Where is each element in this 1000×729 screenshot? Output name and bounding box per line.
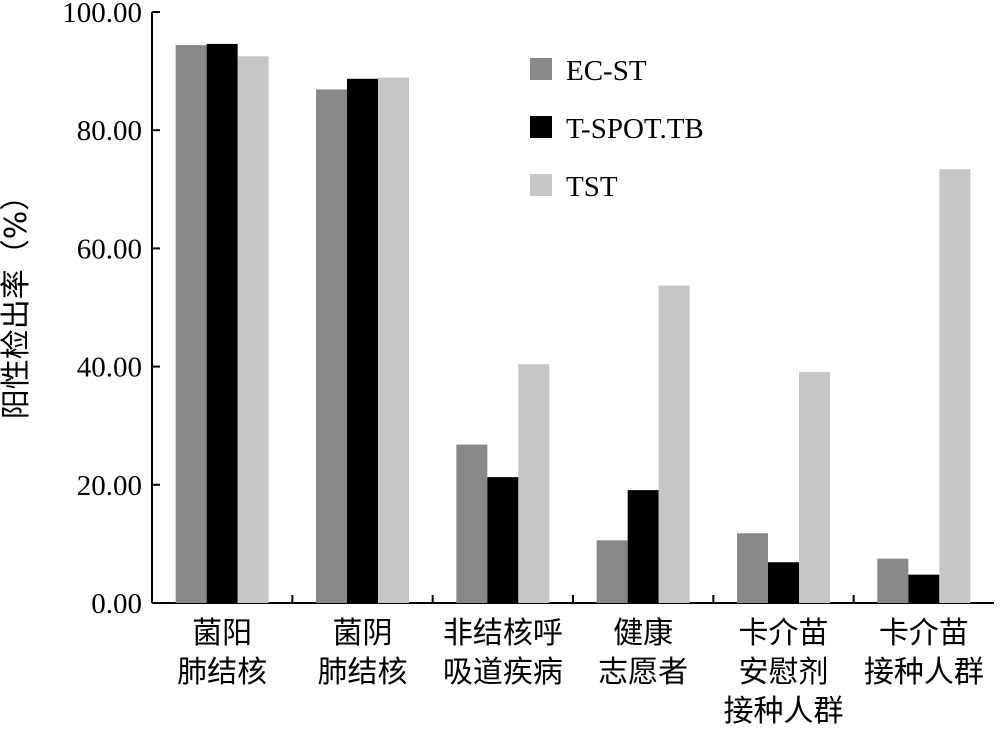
bar-ec-st-1 [316,89,347,603]
bar-tst-4 [799,371,830,603]
bar-tst-0 [237,56,269,603]
bar-t-spot-tb-2 [487,477,519,603]
y-axis: 0.00 20.00 40.00 60.00 80.00 100.00 [62,0,160,620]
y-tick-label: 40.00 [77,352,142,384]
y-tick-label: 100.00 [62,0,142,29]
bar-t-spot-tb-0 [206,43,238,603]
category-label: 菌阴 [333,616,393,651]
y-axis-label: 阳性检出率（%） [0,181,34,420]
y-tick-label: 0.00 [91,588,142,620]
bar-t-spot-tb-1 [347,78,378,603]
legend: EC-ST T-SPOT.TB TST [530,55,704,203]
legend-label: T-SPOT.TB [566,113,704,145]
legend-label: EC-ST [566,55,647,87]
bar-ec-st-5 [877,558,909,603]
bar-t-spot-tb-4 [768,562,799,603]
bars [175,43,971,603]
y-tick-label: 20.00 [77,470,142,502]
bar-ec-st-2 [456,444,488,603]
category-label: 接种人群 [724,694,844,729]
legend-swatch [530,116,552,138]
category-label: 安慰剂 [739,655,829,690]
x-axis [152,595,994,604]
category-label: 卡介苗 [739,616,829,651]
bar-ec-st-0 [175,45,207,603]
bar-ec-st-4 [737,533,768,603]
y-tick-label: 60.00 [77,233,142,265]
legend-swatch [530,58,552,80]
category-label: 菌阳 [192,616,252,651]
category-label: 健康 [613,616,673,651]
category-label: 卡介苗 [879,616,969,651]
bar-ec-st-3 [596,540,628,603]
category-label: 志愿者 [598,655,688,690]
bar-tst-5 [939,169,971,603]
legend-label: TST [566,171,618,203]
category-label: 接种人群 [864,655,984,690]
bar-t-spot-tb-5 [908,574,940,603]
bar-t-spot-tb-3 [627,490,659,603]
category-label: 肺结核 [318,655,408,690]
category-label: 吸道疾病 [443,655,563,690]
bar-tst-2 [518,364,550,603]
category-label: 非结核呼 [443,616,563,651]
legend-swatch [530,174,552,196]
bar-tst-3 [658,285,690,603]
y-tick-label: 80.00 [77,115,142,147]
category-label: 肺结核 [177,655,267,690]
bar-tst-1 [378,77,409,603]
